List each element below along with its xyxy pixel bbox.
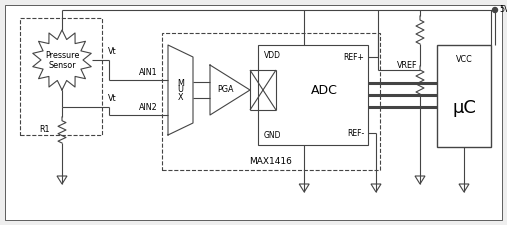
- Text: AIN1: AIN1: [139, 68, 158, 77]
- Text: REF-: REF-: [347, 128, 364, 137]
- Text: ADC: ADC: [311, 83, 338, 97]
- Text: PGA: PGA: [217, 86, 233, 94]
- Text: μC: μC: [452, 99, 476, 117]
- Bar: [258, 45, 368, 145]
- Text: Vt: Vt: [108, 94, 117, 103]
- Text: M: M: [177, 79, 184, 88]
- Text: Vt: Vt: [108, 47, 117, 56]
- Text: Pressure: Pressure: [45, 50, 79, 59]
- Text: U: U: [177, 86, 184, 94]
- Text: X: X: [178, 92, 183, 101]
- Text: VCC: VCC: [456, 54, 473, 63]
- Text: VREF: VREF: [396, 61, 417, 70]
- Bar: [20, 18, 102, 135]
- Text: REF+: REF+: [343, 52, 364, 61]
- Text: AIN2: AIN2: [139, 103, 158, 112]
- Circle shape: [492, 7, 497, 13]
- Text: MAX1416: MAX1416: [249, 158, 293, 166]
- Text: GND: GND: [264, 130, 281, 140]
- Text: Sensor: Sensor: [48, 61, 76, 70]
- Bar: [437, 45, 491, 147]
- Text: 5V: 5V: [499, 5, 507, 14]
- Text: VDD: VDD: [264, 50, 281, 59]
- Text: R1: R1: [40, 126, 50, 135]
- Bar: [162, 33, 380, 170]
